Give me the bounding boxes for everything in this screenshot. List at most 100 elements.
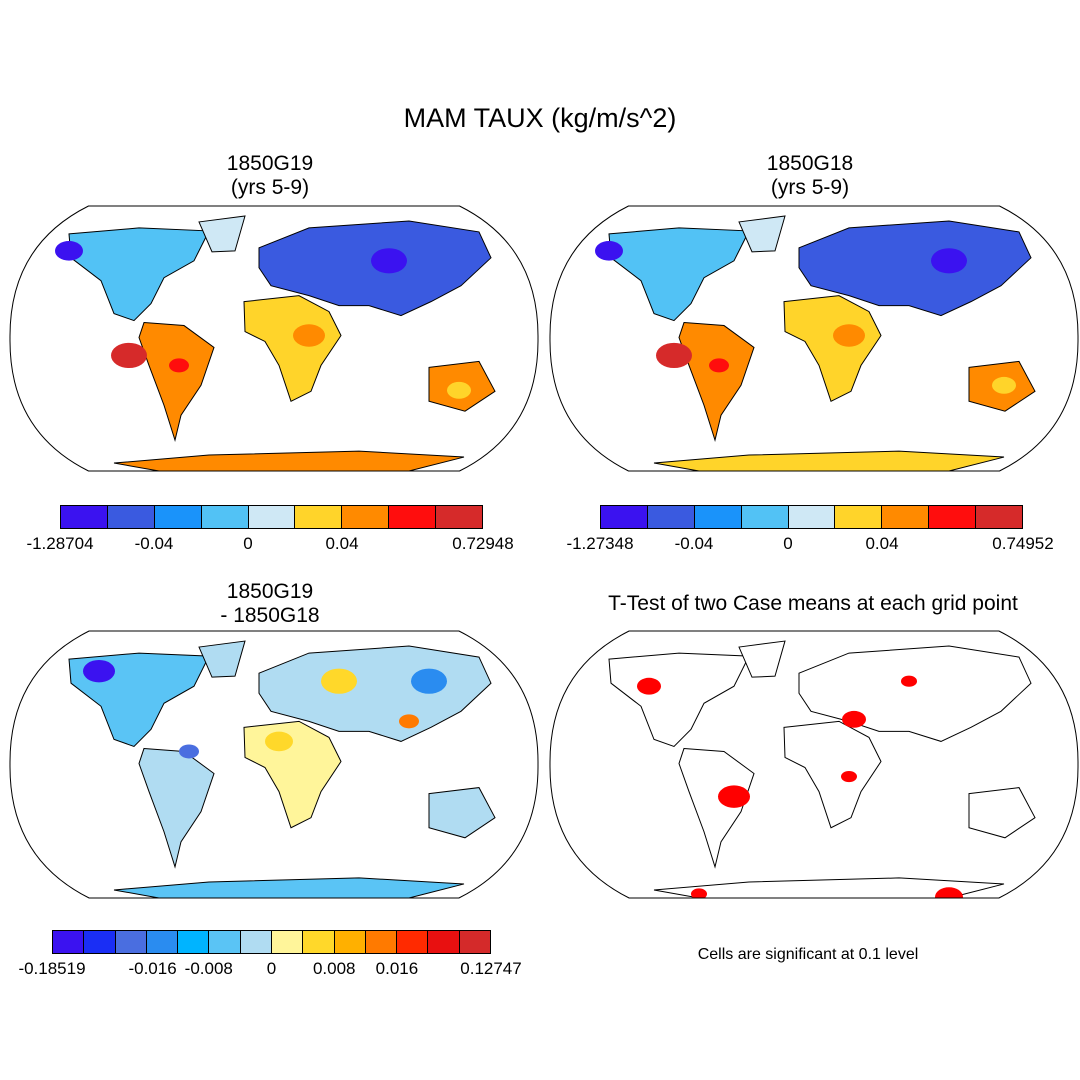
field-anomaly-patch: [293, 324, 325, 347]
panel-subtitle: (yrs 5-9): [230, 176, 310, 199]
colorbar-box: [788, 506, 836, 528]
continent-an: [113, 450, 465, 471]
field-anomaly-patch: [595, 241, 623, 261]
panel-title-line: 1850G19: [226, 580, 314, 603]
continent-gl: [198, 640, 246, 678]
map-border: [549, 205, 1079, 472]
colorbar-tick-label: 0: [266, 959, 277, 978]
continent-af: [783, 295, 882, 402]
panel-subtitle: (yrs 5-9): [770, 176, 850, 199]
colorbar-box: [61, 506, 108, 528]
continent-an: [653, 450, 1005, 471]
colorbar-tick-label: -0.04: [674, 534, 714, 553]
colorbar-tick-label: 0.04: [325, 534, 359, 553]
colorbar-box: [882, 506, 930, 528]
main-title: MAM TAUX (kg/m/s^2): [403, 103, 677, 133]
colorbar-box: [976, 506, 1023, 528]
colorbar-box: [647, 506, 695, 528]
colorbar-box: [694, 506, 742, 528]
continent-gl: [738, 640, 786, 678]
field-anomaly-patch: [411, 668, 447, 694]
colorbar-tick-label: -1.27348: [566, 534, 634, 553]
continent-na: [608, 227, 750, 322]
field-anomaly-patch: [447, 381, 471, 399]
field-anomaly-patch: [656, 342, 692, 369]
colorbar-tick-label: 0.12747: [460, 959, 522, 978]
continent-af: [243, 720, 342, 829]
continent-an: [653, 877, 1005, 898]
field-anomaly-patch: [55, 241, 83, 261]
colorbar-box: [428, 931, 460, 953]
colorbar-box: [248, 506, 296, 528]
colorbar-g18: [600, 505, 1023, 529]
colorbar-box: [397, 931, 429, 953]
field-anomaly-patch: [931, 248, 967, 274]
colorbar-box: [154, 506, 202, 528]
colorbar-box: [201, 506, 249, 528]
colorbar-box: [342, 506, 390, 528]
colorbar-tick-label: -1.28704: [26, 534, 94, 553]
continent-na: [608, 652, 750, 748]
significance-note: Cells are significant at 0.1 level: [697, 946, 919, 963]
panel-title-g19: 1850G19 (yrs 5-9): [170, 152, 370, 200]
field-anomaly-patch: [399, 714, 419, 729]
colorbar-box: [436, 506, 483, 528]
colorbar-tick-label: -0.04: [134, 534, 174, 553]
continent-sa: [138, 747, 215, 869]
continent-sa: [138, 322, 215, 442]
colorbar-box: [53, 931, 85, 953]
field-anomaly-patch: [169, 358, 189, 373]
colorbar-tick-label: 0.72948: [452, 534, 514, 553]
field-anomaly-patch: [371, 248, 407, 274]
panel-title-ttest: T-Test of two Case means at each grid po…: [608, 592, 1018, 615]
field-anomaly-patch: [111, 342, 147, 369]
continent-sa: [678, 322, 755, 442]
colorbar-tick-label: 0: [783, 534, 793, 553]
map-border: [549, 630, 1079, 899]
colorbar-g19: [60, 505, 483, 529]
field-anomaly-patch: [83, 659, 115, 683]
colorbar-box: [334, 931, 366, 953]
continent-af: [783, 720, 882, 829]
continent-na: [68, 227, 210, 322]
colorbar-tick-label: 0.016: [375, 959, 419, 978]
continent-eu: [798, 220, 1032, 317]
field-anomaly-patch: [992, 376, 1016, 394]
colorbar-tick-label: 0.74952: [992, 534, 1054, 553]
panel-subtitle: - 1850G18: [220, 604, 320, 627]
map-ttest: [549, 630, 1079, 899]
panel-title-line: 1850G18: [766, 152, 854, 175]
panel-title-g18: 1850G18 (yrs 5-9): [710, 152, 910, 200]
field-anomaly-patch: [265, 731, 293, 752]
field-anomaly-patch: [637, 677, 661, 695]
colorbar-box: [459, 931, 490, 953]
colorbar-tick-label: -0.008: [184, 959, 233, 978]
colorbar-box: [271, 931, 304, 953]
colorbar-box: [835, 506, 883, 528]
continent-gl: [738, 215, 786, 253]
colorbar-tick-label: -0.18519: [18, 959, 86, 978]
field-anomaly-patch: [842, 710, 866, 728]
colorbar-box: [389, 506, 437, 528]
colorbar-box: [240, 931, 272, 953]
field-anomaly-patch: [841, 770, 857, 783]
continent-au: [968, 787, 1036, 839]
map-g19: [9, 205, 539, 472]
colorbar-box: [146, 931, 179, 953]
colorbar-tick-label: -0.016: [128, 959, 177, 978]
map-difference: [9, 630, 539, 899]
colorbar-box: [209, 931, 241, 953]
map-border: [9, 630, 539, 899]
field-anomaly-patch: [718, 785, 750, 808]
field-anomaly-patch: [833, 324, 865, 347]
continent-gl: [198, 215, 246, 253]
map-g18: [549, 205, 1079, 472]
colorbar-box: [929, 506, 977, 528]
continent-af: [243, 295, 342, 402]
field-anomaly-patch: [691, 888, 707, 898]
map-border: [9, 205, 539, 472]
continent-an: [113, 877, 465, 898]
colorbar-box: [295, 506, 343, 528]
field-anomaly-patch: [179, 744, 199, 759]
